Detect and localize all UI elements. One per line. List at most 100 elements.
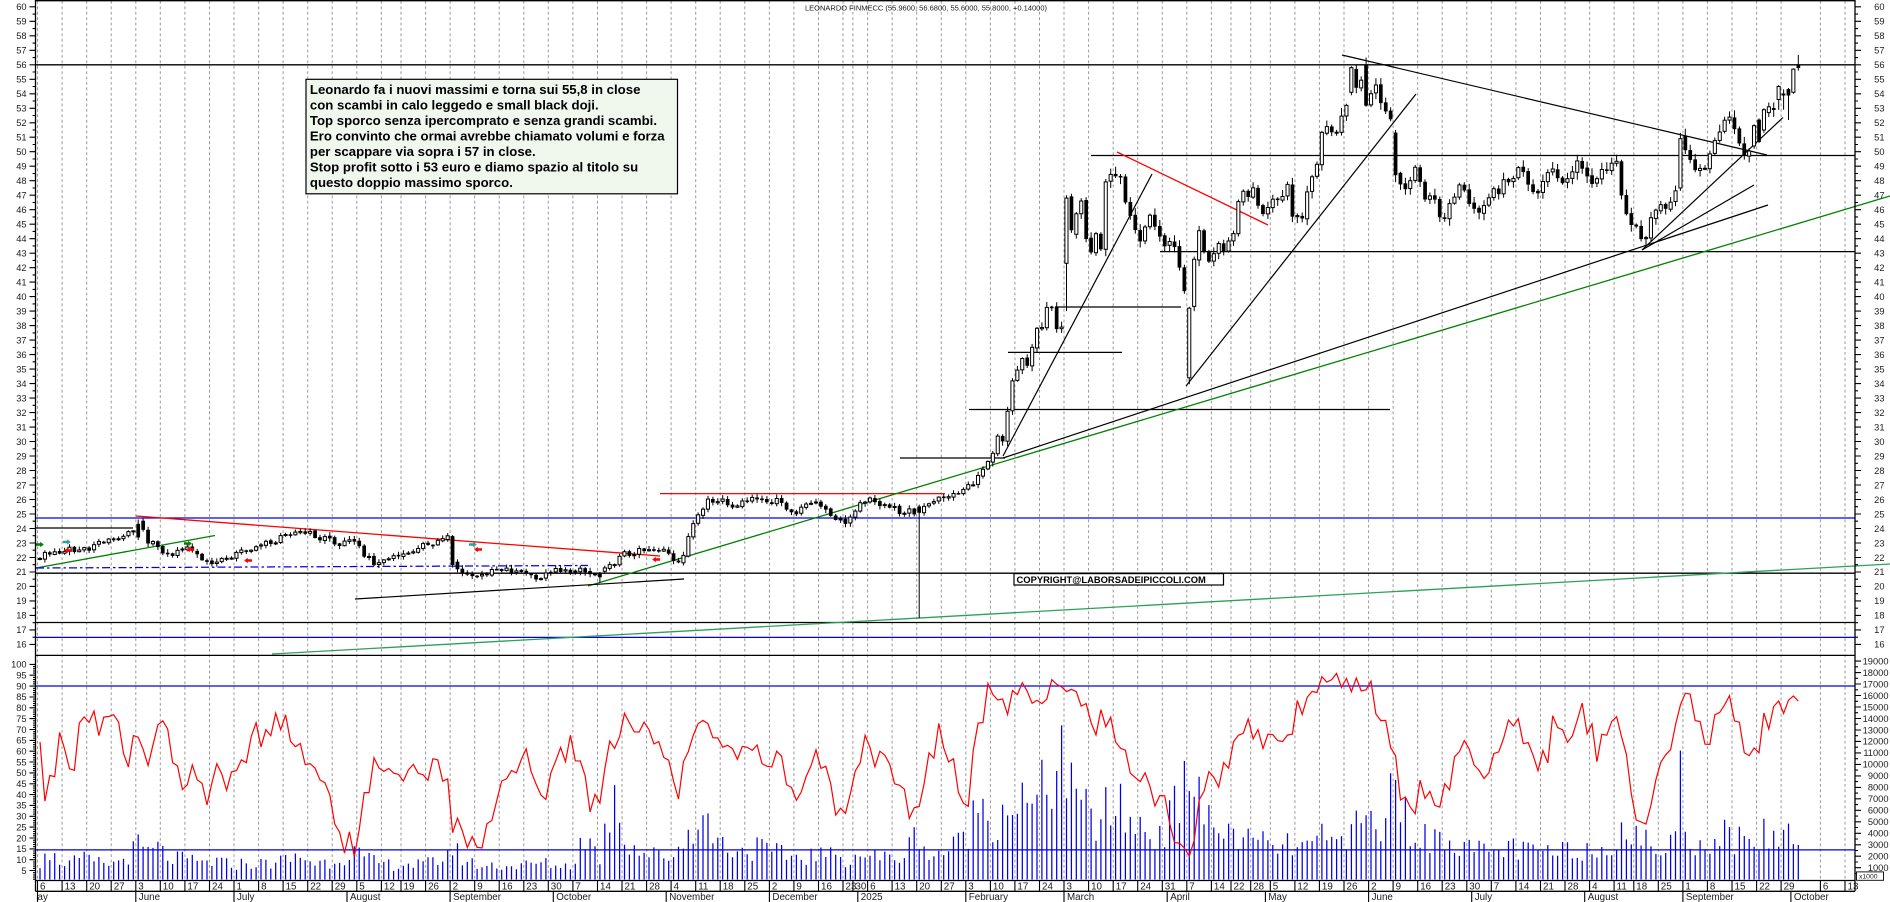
svg-text:19000: 19000 — [1863, 656, 1889, 666]
svg-text:per scappare via sopra i 57 in: per scappare via sopra i 57 in close. — [310, 144, 536, 159]
svg-text:75: 75 — [16, 714, 26, 724]
svg-text:49: 49 — [16, 162, 26, 172]
svg-text:37: 37 — [16, 335, 26, 345]
svg-text:2025: 2025 — [861, 892, 883, 902]
svg-text:41: 41 — [1874, 277, 1884, 287]
svg-text:6: 6 — [1823, 881, 1829, 892]
svg-text:24: 24 — [1140, 881, 1151, 892]
svg-text:November: November — [669, 892, 715, 902]
svg-text:35: 35 — [16, 364, 26, 374]
svg-text:22: 22 — [310, 881, 321, 892]
svg-text:September: September — [1686, 892, 1735, 902]
svg-text:12: 12 — [1297, 881, 1308, 892]
svg-text:9: 9 — [477, 881, 482, 892]
svg-text:30: 30 — [1874, 437, 1884, 447]
svg-text:December: December — [772, 892, 818, 902]
svg-text:19: 19 — [1874, 596, 1884, 606]
svg-text:60: 60 — [1874, 2, 1884, 12]
svg-text:10: 10 — [163, 881, 174, 892]
svg-text:February: February — [969, 892, 1008, 902]
svg-text:50: 50 — [16, 768, 26, 778]
svg-text:90: 90 — [16, 681, 26, 691]
svg-text:23: 23 — [1874, 538, 1884, 548]
svg-text:August: August — [350, 892, 381, 902]
svg-text:39: 39 — [16, 306, 26, 316]
svg-text:50: 50 — [1874, 147, 1884, 157]
svg-text:9: 9 — [1396, 881, 1401, 892]
svg-text:7000: 7000 — [1868, 794, 1889, 804]
svg-text:25: 25 — [1874, 509, 1884, 519]
svg-text:21: 21 — [625, 881, 636, 892]
svg-text:October: October — [1794, 892, 1830, 902]
svg-text:15: 15 — [16, 844, 26, 854]
svg-text:1: 1 — [1685, 881, 1690, 892]
svg-text:May: May — [1268, 892, 1287, 902]
svg-text:17: 17 — [16, 625, 26, 635]
svg-text:28: 28 — [1568, 881, 1579, 892]
svg-text:29: 29 — [1874, 451, 1884, 461]
svg-text:Leonardo fa i nuovi massimi e: Leonardo fa i nuovi massimi e torna sui … — [310, 82, 641, 97]
svg-text:54: 54 — [1874, 89, 1884, 99]
svg-text:13: 13 — [65, 881, 76, 892]
svg-text:30: 30 — [16, 437, 26, 447]
svg-text:20: 20 — [16, 582, 26, 592]
svg-text:60: 60 — [16, 747, 26, 757]
svg-text:85: 85 — [16, 692, 26, 702]
svg-text:37: 37 — [1874, 335, 1884, 345]
svg-text:14000: 14000 — [1863, 714, 1889, 724]
svg-text:47: 47 — [1874, 191, 1884, 201]
svg-text:5000: 5000 — [1868, 817, 1889, 827]
svg-text:53: 53 — [16, 104, 26, 114]
svg-text:8: 8 — [1710, 881, 1716, 892]
svg-text:15: 15 — [1735, 881, 1746, 892]
svg-text:13: 13 — [895, 881, 906, 892]
svg-text:June: June — [139, 892, 161, 902]
svg-text:100: 100 — [11, 660, 27, 670]
svg-text:34: 34 — [1874, 379, 1884, 389]
svg-text:26: 26 — [16, 495, 26, 505]
svg-text:18: 18 — [1636, 881, 1647, 892]
svg-text:27: 27 — [1874, 480, 1884, 490]
svg-text:Stop profit sotto i 53 euro e: Stop profit sotto i 53 euro e diamo spaz… — [310, 159, 638, 174]
svg-text:57: 57 — [16, 46, 26, 56]
svg-text:2000: 2000 — [1868, 852, 1889, 862]
svg-text:16: 16 — [1420, 881, 1431, 892]
svg-text:14: 14 — [1518, 881, 1529, 892]
svg-text:40: 40 — [16, 790, 26, 800]
svg-text:24: 24 — [1874, 524, 1884, 534]
svg-text:23: 23 — [1445, 881, 1456, 892]
svg-text:5: 5 — [1273, 881, 1279, 892]
svg-text:20: 20 — [919, 881, 930, 892]
svg-text:9000: 9000 — [1868, 771, 1889, 781]
svg-text:22: 22 — [16, 553, 26, 563]
svg-text:29: 29 — [16, 451, 26, 461]
svg-text:Ero convinto che ormai avrebbe: Ero convinto che ormai avrebbe chiamato … — [310, 128, 665, 143]
svg-text:20: 20 — [16, 833, 26, 843]
svg-text:2: 2 — [772, 881, 777, 892]
svg-text:3: 3 — [1067, 881, 1073, 892]
svg-text:18000: 18000 — [1863, 668, 1889, 678]
svg-text:19: 19 — [16, 596, 26, 606]
svg-text:36: 36 — [1874, 350, 1884, 360]
svg-text:18: 18 — [16, 611, 26, 621]
svg-text:54: 54 — [16, 89, 26, 99]
svg-text:45: 45 — [16, 220, 26, 230]
svg-text:17: 17 — [1116, 881, 1127, 892]
svg-text:12: 12 — [384, 881, 395, 892]
svg-text:16: 16 — [502, 881, 513, 892]
svg-text:26: 26 — [428, 881, 439, 892]
svg-text:13: 13 — [1848, 881, 1859, 892]
svg-text:48: 48 — [16, 176, 26, 186]
svg-text:x1000: x1000 — [1859, 873, 1878, 880]
svg-text:10: 10 — [993, 881, 1004, 892]
svg-text:5: 5 — [359, 881, 365, 892]
svg-text:27: 27 — [16, 480, 26, 490]
svg-text:15: 15 — [286, 881, 297, 892]
svg-text:2: 2 — [453, 881, 458, 892]
svg-text:46: 46 — [1874, 205, 1884, 215]
svg-text:31: 31 — [16, 422, 26, 432]
svg-text:55: 55 — [16, 757, 26, 767]
svg-text:24: 24 — [16, 524, 26, 534]
svg-text:59: 59 — [16, 17, 26, 27]
svg-text:11000: 11000 — [1863, 748, 1888, 758]
